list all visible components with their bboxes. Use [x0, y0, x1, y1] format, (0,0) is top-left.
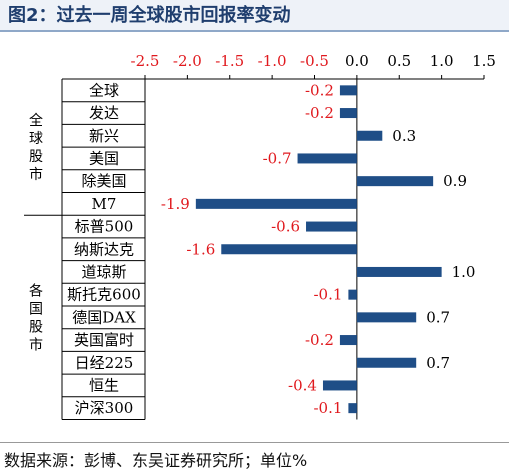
category-label: 德国DAX: [72, 308, 136, 326]
value-label: -1.9: [161, 195, 190, 213]
value-label: -0.2: [305, 104, 334, 122]
value-label: -0.2: [305, 331, 334, 349]
x-tick-label: 1.0: [430, 52, 454, 70]
value-label: 1.0: [452, 263, 476, 281]
bar: [322, 380, 357, 391]
category-label: 沪深300: [75, 399, 134, 417]
figure-source: 数据来源：彭博、东吴证券研究所；单位%: [4, 451, 308, 470]
bar: [356, 176, 434, 187]
value-label: -0.1: [313, 286, 342, 304]
bar: [195, 198, 357, 209]
figure-title: 图2：过去一周全球股市回报率变动: [0, 0, 509, 32]
x-tick-label: -1.5: [215, 52, 244, 70]
bar: [339, 85, 357, 96]
x-tick-label: -2.5: [131, 52, 160, 70]
category-label: 道琼斯: [81, 263, 126, 281]
bar-chart: -2.5 -2.0 -1.5 -1.0 -0.5 0.0 0.5 1.0 1.5全球股市各国股市…: [24, 52, 496, 420]
category-label: 发达: [89, 104, 119, 122]
group-label-char: 股: [29, 149, 43, 165]
bar: [356, 312, 417, 323]
bar: [221, 244, 357, 255]
group-label-char: 国: [29, 301, 43, 317]
bar: [297, 153, 357, 164]
value-label: 0.7: [426, 308, 450, 326]
group-label-char: 市: [29, 166, 43, 183]
bar: [348, 289, 357, 300]
value-label: -0.6: [271, 218, 300, 236]
category-label: 纳斯达克: [74, 240, 134, 258]
bar: [356, 357, 417, 368]
bar: [348, 403, 357, 414]
category-label: 斯托克600: [67, 286, 141, 304]
category-label: 除美国: [81, 172, 126, 190]
category-label: 新兴: [89, 127, 119, 145]
category-label: 美国: [89, 149, 119, 167]
category-label: 标普500: [75, 218, 134, 236]
value-label: -0.4: [288, 376, 317, 394]
category-label: 日经225: [75, 354, 134, 372]
bar: [356, 130, 383, 141]
value-label: -1.6: [186, 240, 215, 258]
category-label: 英国富时: [74, 331, 134, 349]
bar: [306, 221, 357, 232]
x-tick-label: 1.5: [472, 52, 496, 70]
value-label: 0.9: [443, 172, 467, 190]
value-label: -0.1: [313, 399, 342, 417]
group-label-char: 各: [29, 283, 43, 299]
group-label: 各国股市: [29, 283, 43, 353]
value-label: 0.3: [392, 127, 416, 145]
category-label: M7: [92, 195, 117, 213]
category-label: 全球: [89, 81, 119, 99]
bar: [339, 108, 357, 119]
value-label: -0.2: [305, 81, 334, 99]
x-tick-label: 0.0: [345, 52, 369, 70]
group-label-char: 股: [29, 319, 43, 335]
group-label-char: 球: [29, 131, 43, 147]
x-tick-label: -0.5: [300, 52, 329, 70]
group-label-char: 全: [29, 112, 43, 129]
value-label: -0.7: [263, 149, 292, 167]
x-tick-label: -2.0: [173, 52, 202, 70]
x-tick-label: 0.5: [387, 52, 411, 70]
x-tick-label: -1.0: [258, 52, 287, 70]
bar: [339, 335, 357, 346]
value-label: 0.7: [426, 354, 450, 372]
group-label-char: 市: [29, 336, 43, 353]
category-label: 恒生: [89, 376, 119, 394]
group-label: 全球股市: [29, 112, 43, 183]
bar: [356, 266, 442, 277]
source-divider: [0, 442, 509, 443]
